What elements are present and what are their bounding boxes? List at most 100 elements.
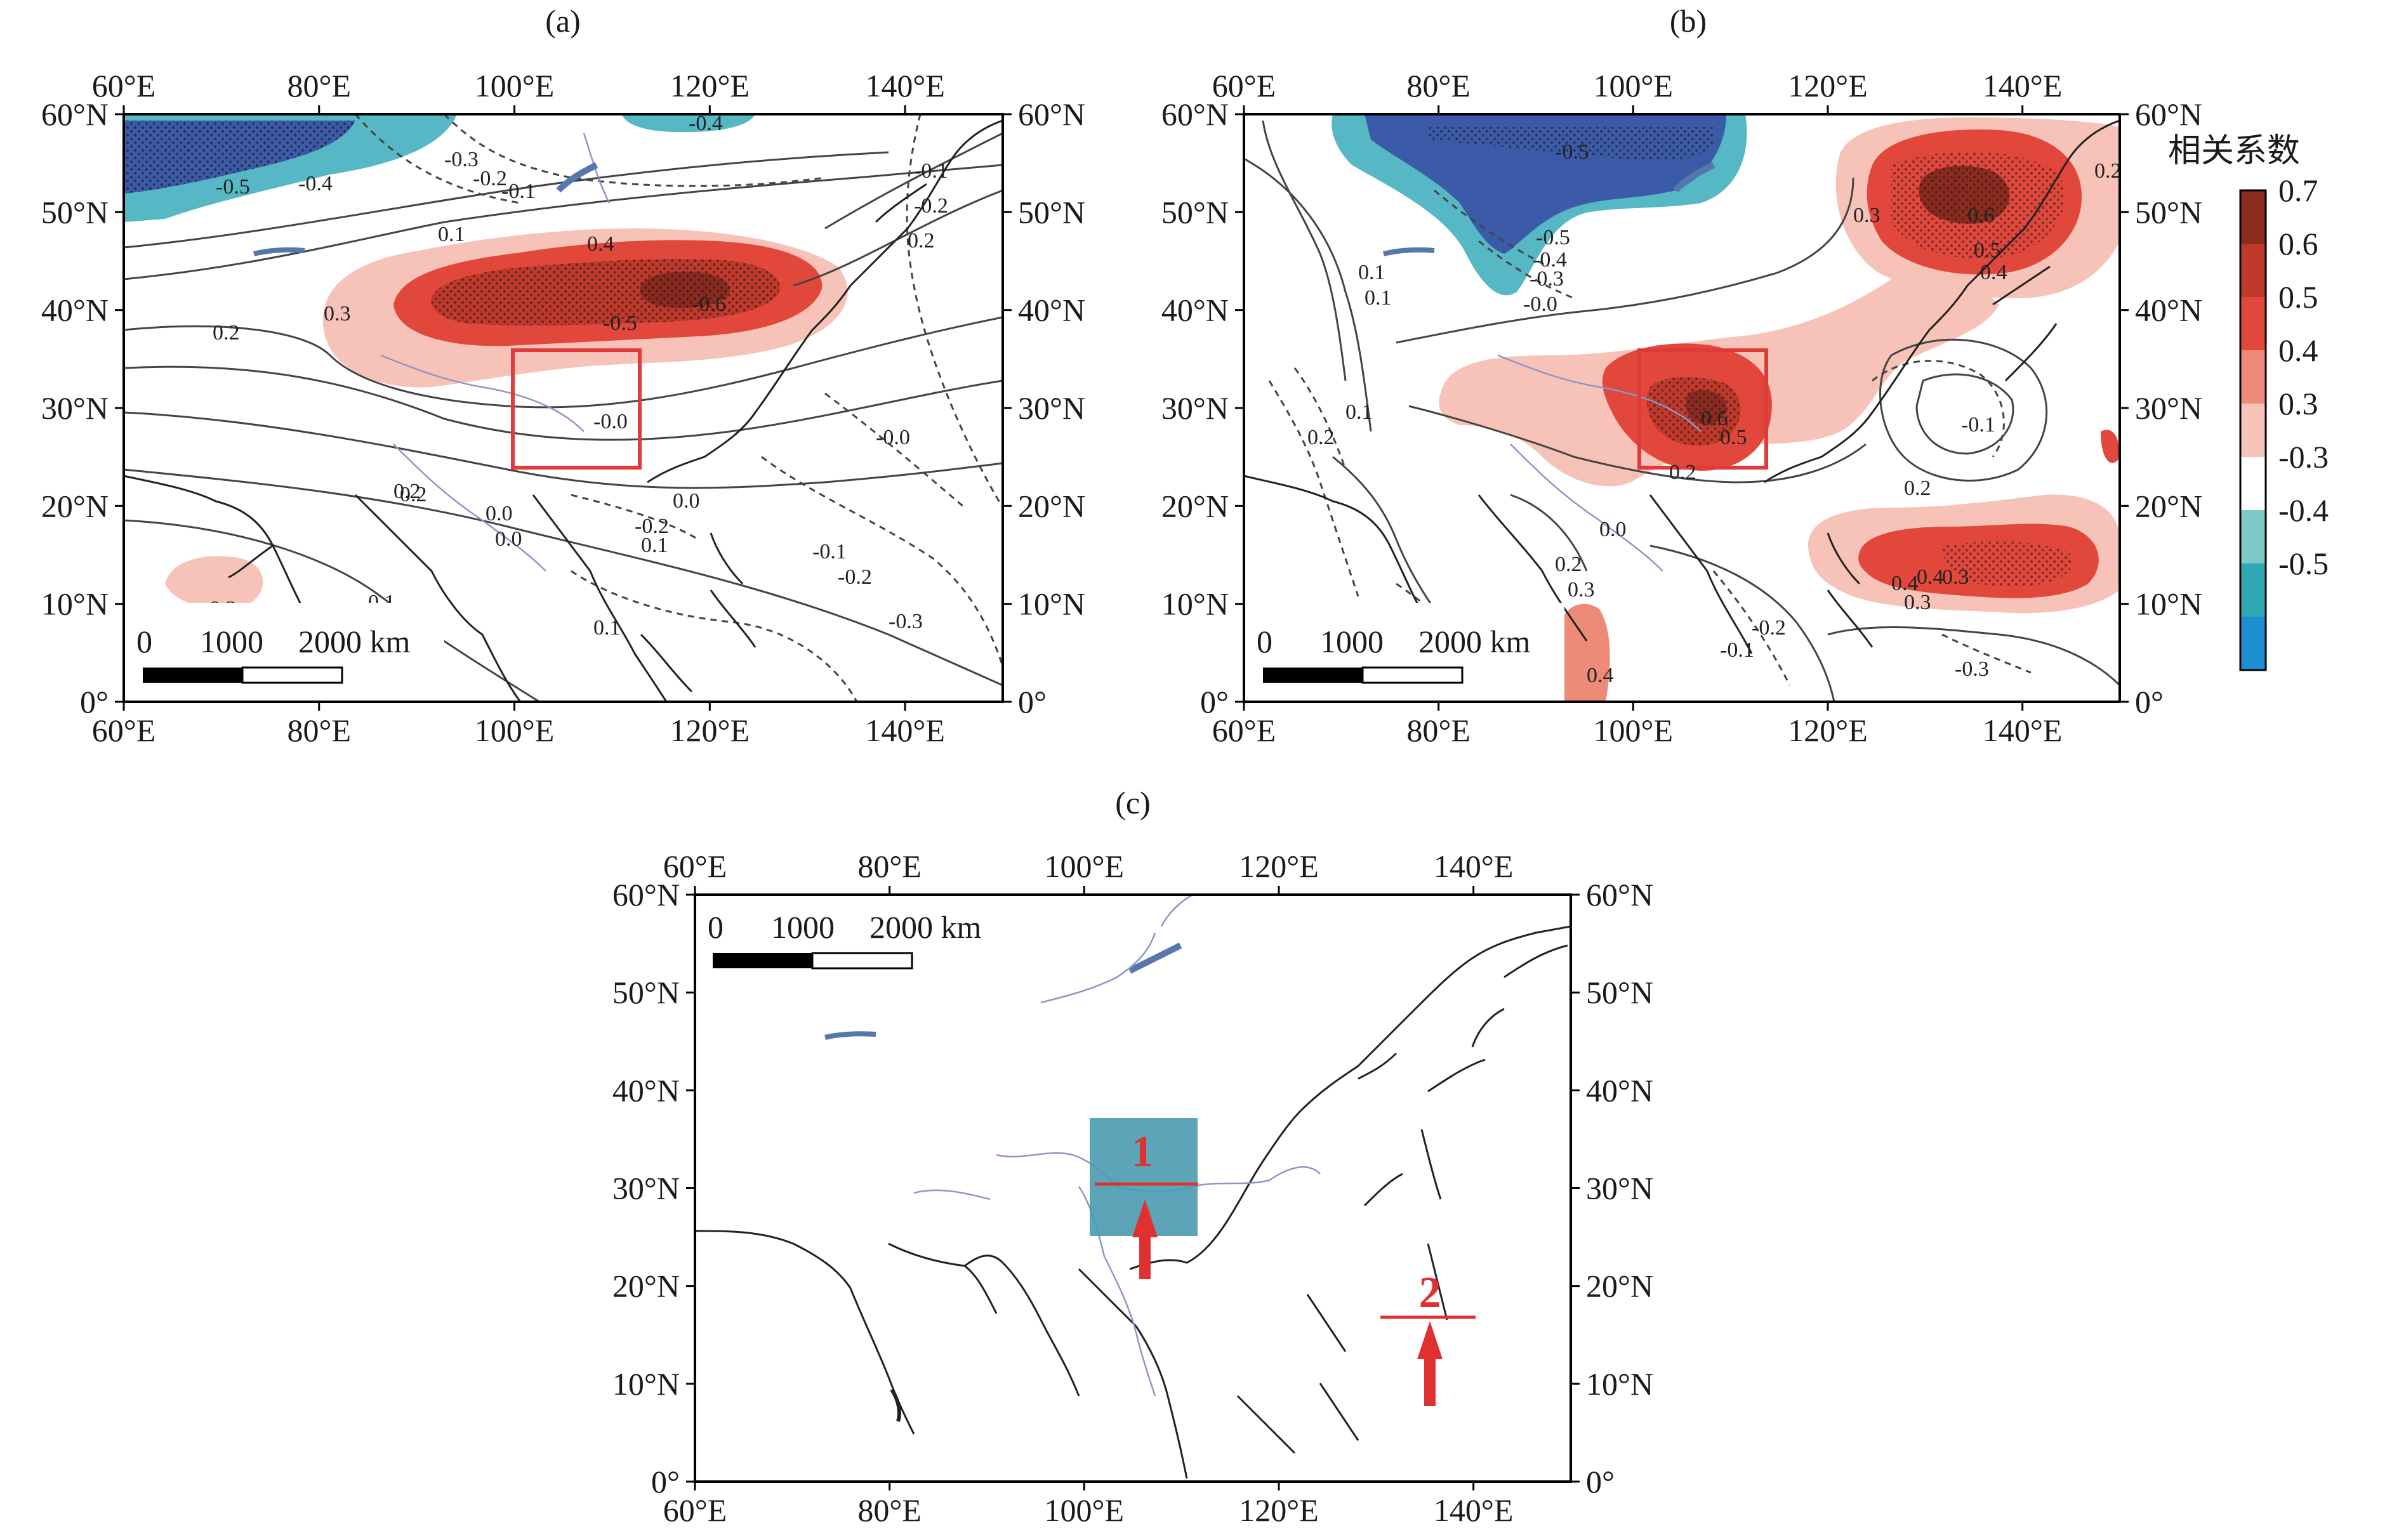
lat-tick-label: 60°N bbox=[1161, 96, 1229, 132]
colorbar-label: 0.6 bbox=[2278, 226, 2318, 261]
contour-label: 0.6 bbox=[1967, 204, 1995, 227]
negative-anomaly-region bbox=[622, 114, 755, 133]
contour-labels: -0.3 -0.2 -0.1 -0.5 -0.4 -0.4 0.1 0.4 0.… bbox=[209, 112, 948, 640]
contour-label: 0.5 bbox=[1974, 239, 2001, 262]
contour-label: 0.0 bbox=[673, 489, 700, 513]
contour-label: 0.2 bbox=[213, 321, 240, 345]
lat-tick-label: 10°N bbox=[41, 586, 109, 622]
contour-label: 0.4 bbox=[587, 232, 614, 256]
lon-tick-label: 60°E bbox=[663, 848, 727, 884]
lat-tick-label: 0° bbox=[1586, 1464, 1615, 1499]
scale-bar: 0 1000 2000 km bbox=[1247, 603, 1564, 702]
colorbar-swatch bbox=[2240, 350, 2266, 404]
dashed-contour-lines bbox=[354, 114, 1003, 702]
panel-c-map: 1 2 0 1000 2000 km bbox=[695, 895, 1571, 1482]
scale-label-zero: 0 bbox=[136, 624, 152, 659]
contour-labels: -0.5 0.3 0.6 0.5 0.4 -0.5 -0.4 -0.3 -0.0… bbox=[1307, 140, 2120, 687]
panel-b: (b) bbox=[1243, 3, 2121, 703]
lon-tick-label: 60°E bbox=[1212, 68, 1276, 103]
contour-label: 0.4 bbox=[1587, 664, 1614, 687]
lat-tick-label: 60°N bbox=[1018, 96, 1085, 132]
panel-b-label: (b) bbox=[1670, 3, 1707, 39]
lat-tick-label: 30°N bbox=[612, 1171, 680, 1206]
lat-tick-label: 30°N bbox=[1161, 390, 1229, 426]
contour-label: -0.2 bbox=[1752, 616, 1786, 640]
contour-label: -0.4 bbox=[1533, 248, 1567, 272]
positive-anomaly-region bbox=[2101, 430, 2120, 463]
lat-tick-label: 40°N bbox=[1161, 293, 1229, 328]
contour-label: 0.2 bbox=[1307, 426, 1335, 449]
positive-anomaly-region bbox=[1561, 603, 1610, 702]
colorbar-swatch bbox=[2240, 244, 2266, 297]
lat-tick-label: 10°N bbox=[1018, 586, 1085, 622]
lat-tick-label: 20°N bbox=[41, 488, 109, 523]
lon-tick-label: 80°E bbox=[857, 848, 922, 884]
colorbar-label: -0.4 bbox=[2278, 492, 2329, 528]
lon-tick-label: 120°E bbox=[1239, 1492, 1319, 1528]
scale-label-end: 2000 km bbox=[1418, 624, 1531, 659]
contour-label: -0.5 bbox=[1555, 140, 1589, 164]
axis-ticks: 60°E60°E80°E80°E100°E100°E120°E120°E140°… bbox=[41, 68, 2202, 1528]
lon-tick-label: 120°E bbox=[1788, 68, 1868, 103]
colorbar-label: 0.4 bbox=[2278, 332, 2318, 368]
contour-label: 0.2 bbox=[400, 483, 427, 506]
contour-label: 0.3 bbox=[1904, 591, 1931, 614]
lon-tick-label: 60°E bbox=[663, 1492, 727, 1528]
contour-label: -0.2 bbox=[838, 565, 872, 589]
contour-label: 0.1 bbox=[1358, 261, 1385, 284]
contour-label: -0.3 bbox=[889, 610, 923, 633]
contour-label: -0.6 bbox=[692, 293, 726, 316]
lat-tick-label: 60°N bbox=[41, 96, 109, 132]
contour-label: 0.3 bbox=[324, 302, 351, 326]
lat-tick-label: 20°N bbox=[1586, 1268, 1653, 1304]
lat-tick-label: 30°N bbox=[2135, 390, 2202, 426]
panel-c-label: (c) bbox=[1115, 785, 1151, 820]
lon-tick-label: 100°E bbox=[1045, 848, 1125, 884]
lat-tick-label: 40°N bbox=[2135, 293, 2202, 328]
colorbar-swatch bbox=[2240, 457, 2266, 510]
lon-tick-label: 140°E bbox=[1983, 713, 2063, 748]
contour-label: -0.5 bbox=[216, 175, 250, 199]
colorbar-label: 0.3 bbox=[2278, 386, 2318, 421]
lon-tick-label: 140°E bbox=[865, 68, 945, 103]
colorbar-labels: 0.7 0.6 0.5 0.4 0.3 -0.3 -0.4 -0.5 bbox=[2278, 173, 2329, 581]
colorbar-label: 0.7 bbox=[2278, 173, 2318, 208]
colorbar-swatch bbox=[2240, 404, 2266, 457]
contour-label: 0.4 bbox=[1980, 261, 2007, 284]
lon-tick-label: 120°E bbox=[670, 68, 750, 103]
lat-tick-label: 60°N bbox=[2135, 96, 2202, 132]
contour-label: 0.2 bbox=[1669, 461, 1696, 484]
contour-label: -0.4 bbox=[689, 112, 723, 135]
contour-label: 0.0 bbox=[495, 527, 522, 551]
contour-label: -0.0 bbox=[1523, 293, 1557, 316]
contour-label: 0.3 bbox=[1942, 565, 1969, 589]
lon-tick-label: 80°E bbox=[287, 68, 352, 103]
contour-label: -0.1 bbox=[812, 540, 847, 563]
lat-tick-label: 20°N bbox=[1018, 488, 1085, 523]
lon-tick-label: 140°E bbox=[865, 713, 945, 748]
region-2-arrow bbox=[1417, 1321, 1443, 1406]
lat-tick-label: 20°N bbox=[2135, 488, 2202, 523]
lon-tick-label: 80°E bbox=[1406, 68, 1470, 103]
lon-tick-label: 100°E bbox=[475, 68, 555, 103]
lon-tick-label: 120°E bbox=[1788, 713, 1868, 748]
lon-tick-label: 60°E bbox=[92, 68, 156, 103]
contour-label: 0.5 bbox=[1720, 426, 1747, 449]
scale-label-zero: 0 bbox=[1257, 624, 1272, 659]
contour-label: 0.1 bbox=[438, 223, 465, 246]
scale-bar: 0 1000 2000 km bbox=[127, 603, 444, 702]
lon-tick-label: 60°E bbox=[1212, 713, 1276, 748]
scale-label-end: 2000 km bbox=[298, 624, 411, 659]
dashed-contour-lines bbox=[1268, 189, 2032, 686]
contour-lines bbox=[1244, 120, 2120, 702]
scale-label-end: 2000 km bbox=[869, 909, 982, 945]
panel-c: (c) bbox=[694, 785, 1572, 1483]
contour-label: -0.2 bbox=[635, 515, 669, 538]
lake-balkhash bbox=[1383, 247, 1435, 256]
lat-tick-label: 50°N bbox=[1018, 194, 1085, 230]
contour-label: -0.5 bbox=[603, 312, 637, 335]
lat-tick-label: 50°N bbox=[2135, 194, 2202, 230]
lat-tick-label: 0° bbox=[1018, 684, 1047, 720]
region-1-label: 1 bbox=[1132, 1128, 1154, 1176]
contour-label: 0.2 bbox=[908, 229, 935, 253]
